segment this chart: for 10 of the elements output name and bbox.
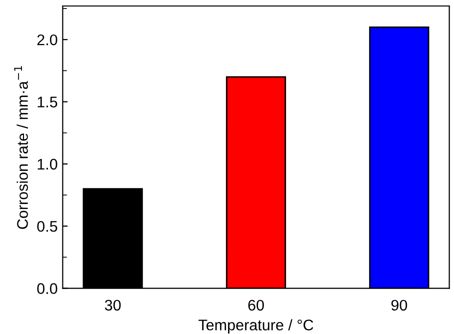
y-tick-label: 1.5 xyxy=(38,96,58,108)
y-tick-label: 0.0 xyxy=(37,283,58,294)
y-tick-label: 0.5 xyxy=(37,220,58,232)
x-tick-label: 60 xyxy=(248,300,264,311)
x-axis-title: Temperature / °C xyxy=(198,319,314,334)
x-tick-label: 90 xyxy=(391,300,408,311)
x-tick-label: 30 xyxy=(104,300,121,311)
y-axis-title: Corrosion rate / mm·a$^{−1}$ xyxy=(14,66,28,229)
y-tick-label: 1.0 xyxy=(38,158,58,170)
y-tick-label: 2.0 xyxy=(37,34,58,46)
